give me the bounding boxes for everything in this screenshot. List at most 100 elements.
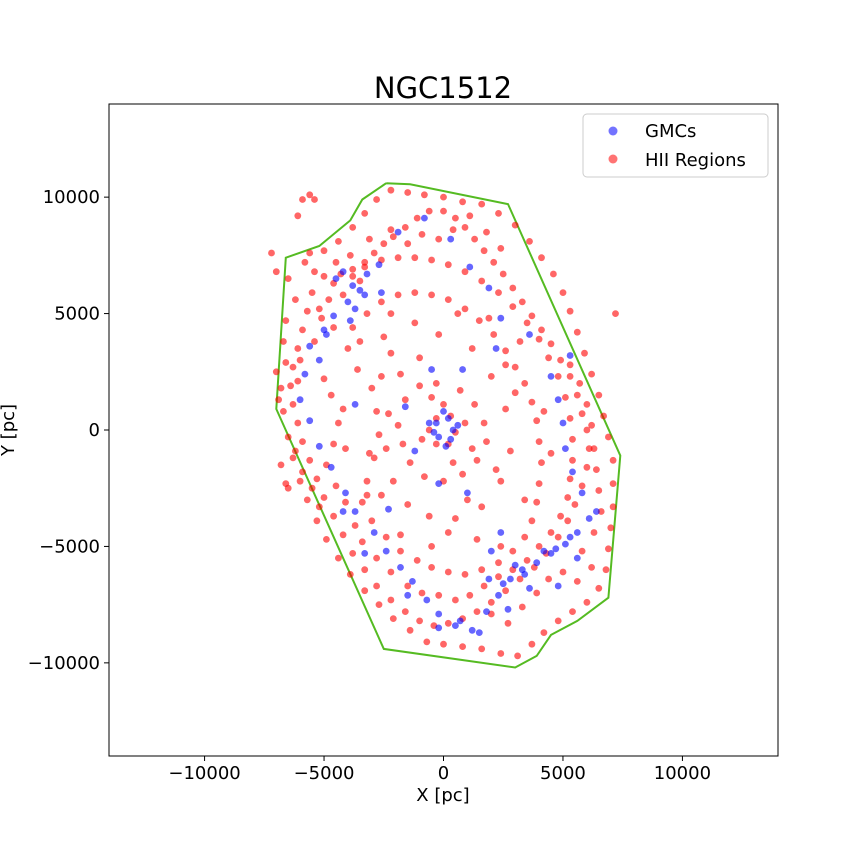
hii-regions-point-13 <box>440 207 447 215</box>
hii-regions-point-78 <box>335 554 342 562</box>
hii-regions-point-90 <box>528 640 536 648</box>
hii-regions-point-295 <box>277 461 285 469</box>
hii-regions-point-91 <box>540 629 548 636</box>
gmcs-point-67 <box>492 345 500 352</box>
hii-regions-point-203 <box>418 435 426 443</box>
hii-regions-point-206 <box>468 445 476 452</box>
hii-regions-point-327 <box>516 338 524 345</box>
hii-regions-point-328 <box>363 491 371 499</box>
hii-regions-point-318 <box>444 529 452 536</box>
hii-regions-point-304 <box>612 310 619 317</box>
hii-regions-point-192 <box>389 477 397 485</box>
hii-regions-point-314 <box>473 536 481 543</box>
hii-regions-point-166 <box>397 370 404 378</box>
hii-regions-point-94 <box>583 598 591 606</box>
gmcs-point-49 <box>346 317 354 324</box>
hii-regions-point-205 <box>428 394 435 401</box>
hii-regions-point-265 <box>545 575 552 583</box>
hii-regions-point-329 <box>540 408 548 415</box>
gmcs-point-57 <box>449 426 457 434</box>
hii-regions-point-225 <box>358 538 366 546</box>
chart-title: NGC1512 <box>374 71 512 105</box>
hii-regions-point-263 <box>518 603 526 611</box>
gmcs-point-68 <box>521 571 529 578</box>
gmcs-point-85 <box>356 286 364 294</box>
hii-regions-point-228 <box>404 582 412 590</box>
gmcs-point-9 <box>296 396 304 404</box>
hii-regions-point-136 <box>382 533 390 541</box>
gmcs-point-45 <box>394 228 402 236</box>
gmcs-point-39 <box>526 331 533 338</box>
gmcs-point-76 <box>593 508 600 515</box>
x-tick-label: −10000 <box>168 763 240 784</box>
gmcs-point-14 <box>351 508 359 515</box>
hii-regions-point-146 <box>528 517 536 525</box>
hii-regions-point-243 <box>569 435 576 443</box>
hii-regions-point-245 <box>562 394 569 401</box>
hii-regions-point-254 <box>444 261 452 269</box>
gmcs-point-38 <box>566 352 574 359</box>
hii-regions-point-69 <box>282 359 290 366</box>
hii-regions-point-250 <box>509 303 517 310</box>
gmcs-point-30 <box>573 529 581 536</box>
hii-regions-point-240 <box>564 494 572 501</box>
gmcs-point-63 <box>428 366 435 373</box>
gmcs-point-74 <box>552 545 560 553</box>
hii-regions-point-134 <box>358 498 366 506</box>
hii-regions-point-182 <box>380 333 388 341</box>
hii-regions-point-156 <box>490 331 498 338</box>
hii-regions-point-292 <box>296 356 304 364</box>
hii-regions-point-80 <box>361 587 369 595</box>
hii-regions-point-316 <box>502 361 509 369</box>
gmcs-point-64 <box>459 366 466 373</box>
hii-regions-point-237 <box>535 543 543 550</box>
hii-regions-point-124 <box>335 238 342 245</box>
hii-regions-point-319 <box>547 449 555 457</box>
hii-regions-point-137 <box>397 547 404 555</box>
hii-regions-point-82 <box>389 615 397 622</box>
hii-regions-point-57 <box>294 419 302 427</box>
hii-regions-point-65 <box>284 275 292 282</box>
hii-regions-point-212 <box>346 252 354 259</box>
hii-regions-point-306 <box>378 373 385 380</box>
gmcs-point-40 <box>497 314 505 322</box>
gmcs-point-56 <box>430 428 438 436</box>
hii-regions-point-66 <box>292 296 299 303</box>
x-tick-label: −5000 <box>294 763 355 784</box>
legend-label-gmcs: GMCs <box>645 121 696 142</box>
hii-regions-point-5 <box>349 265 357 273</box>
hii-regions-point-181 <box>387 349 395 357</box>
gmcs-point-81 <box>456 617 464 625</box>
hii-regions-point-275 <box>588 421 595 429</box>
hii-regions-point-83 <box>406 626 414 634</box>
hii-regions-point-276 <box>583 401 591 408</box>
hii-regions-point-272 <box>595 487 603 494</box>
hii-regions-point-247 <box>545 354 552 362</box>
hii-regions-point-277 <box>576 380 584 387</box>
hii-regions-point-290 <box>292 447 299 455</box>
hii-regions-point-256 <box>411 254 419 262</box>
hii-regions-point-248 <box>535 335 543 343</box>
gmcs-point-62 <box>401 403 409 411</box>
hii-regions-point-177 <box>406 459 414 466</box>
gmcs-point-60 <box>454 421 462 429</box>
hii-regions-point-158 <box>461 305 469 313</box>
hii-regions-point-103 <box>600 412 607 420</box>
hii-regions-point-214 <box>332 258 340 266</box>
hii-regions-point-148 <box>535 480 543 487</box>
hii-regions-point-96 <box>602 566 610 574</box>
y-axis: −10000 −5000 0 5000 10000 <box>28 187 109 674</box>
gmcs-point-32 <box>578 489 586 497</box>
hii-regions-point-307 <box>492 466 500 473</box>
hii-regions-point-279 <box>435 235 443 243</box>
gmcs-point-1 <box>349 282 357 289</box>
gmcs-point-24 <box>495 591 502 599</box>
hii-regions-point-109 <box>559 289 567 296</box>
gmcs-point-7 <box>315 356 323 364</box>
galaxy-boundary <box>275 182 622 669</box>
gmcs-point-89 <box>385 505 392 513</box>
gmcs-point-19 <box>423 596 431 604</box>
gmcs-point-11 <box>315 442 323 450</box>
hii-regions-point-23 <box>538 326 545 334</box>
hii-regions-point-274 <box>590 445 598 452</box>
